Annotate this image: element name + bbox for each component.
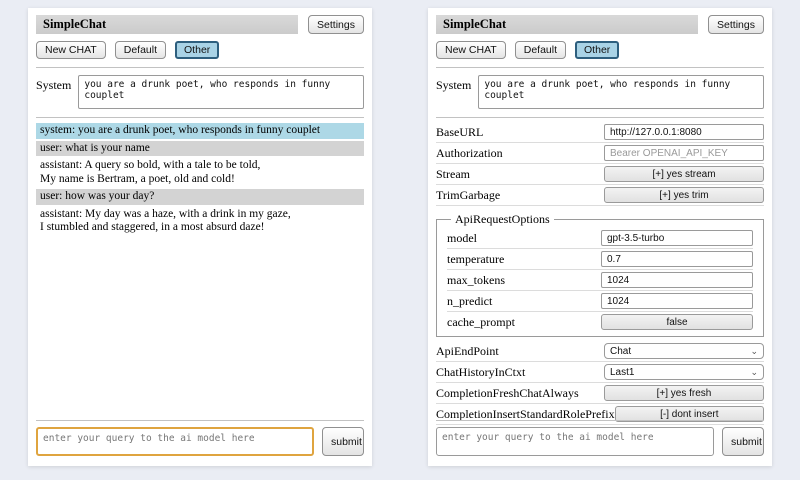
chat-message-list: system: you are a drunk poet, who respon… — [36, 123, 364, 418]
settings-row-temperature: temperature — [447, 249, 753, 270]
settings-row-baseurl: BaseURL — [436, 122, 764, 143]
app-title: SimpleChat — [436, 15, 699, 34]
query-input[interactable] — [436, 427, 714, 456]
panel-header: SimpleChat Settings — [436, 15, 764, 34]
stream-label: Stream — [436, 166, 470, 181]
app-title: SimpleChat — [36, 15, 299, 34]
settings-row-completioninsertstandardroleprefix: CompletionInsertStandardRolePrefix [-] d… — [436, 404, 764, 425]
divider — [36, 67, 364, 68]
session-tab-default[interactable]: Default — [114, 41, 167, 59]
authorization-input[interactable] — [604, 145, 764, 161]
model-input[interactable] — [601, 230, 753, 246]
chathistoryinctxt-select[interactable]: Last1 ⌄ — [604, 364, 764, 380]
apiendpoint-selected-value: Chat — [610, 345, 632, 357]
settings-panel: SimpleChat Settings New CHAT Default Oth… — [428, 8, 772, 466]
chat-message-user: user: how was your day? — [36, 189, 364, 205]
model-label: model — [447, 230, 477, 245]
settings-row-max-tokens: max_tokens — [447, 270, 753, 291]
chathistoryinctxt-selected-value: Last1 — [610, 366, 635, 378]
completionfreshchatalways-label: CompletionFreshChatAlways — [436, 385, 579, 400]
baseurl-label: BaseURL — [436, 124, 484, 139]
settings-row-apiendpoint: ApiEndPoint Chat ⌄ — [436, 341, 764, 362]
system-prompt-row: System you are a drunk poet, who respond… — [36, 75, 364, 109]
query-row: submit — [36, 427, 364, 456]
chat-message-assistant: assistant: My day was a haze, with a dri… — [40, 207, 291, 234]
api-request-options-legend: ApiRequestOptions — [455, 212, 550, 226]
settings-row-model: model — [447, 228, 753, 249]
new-chat-button[interactable]: New CHAT — [436, 41, 506, 59]
submit-button[interactable]: submit — [322, 427, 364, 456]
query-row: submit — [436, 427, 764, 456]
trimgarbage-toggle-button[interactable]: [+] yes trim — [604, 187, 764, 203]
chat-panel: SimpleChat Settings New CHAT Default Oth… — [28, 8, 372, 466]
completioninsertroleprefix-label: CompletionInsertStandardRolePrefix — [436, 406, 615, 421]
session-tab-other[interactable]: Other — [175, 41, 220, 59]
completionfreshchat-toggle-button[interactable]: [+] yes fresh — [604, 385, 764, 401]
settings-row-completionfreshchatalways: CompletionFreshChatAlways [+] yes fresh — [436, 383, 764, 404]
settings-row-cache-prompt: cache_prompt false — [447, 312, 753, 332]
system-prompt-input[interactable]: you are a drunk poet, who responds in fu… — [478, 75, 764, 109]
chathistoryinctxt-label: ChatHistoryInCtxt — [436, 364, 526, 379]
temperature-label: temperature — [447, 251, 505, 266]
system-prompt-label: System — [436, 78, 472, 92]
trimgarbage-label: TrimGarbage — [436, 187, 501, 202]
settings-row-trimgarbage: TrimGarbage [+] yes trim — [436, 185, 764, 206]
system-prompt-row: System you are a drunk poet, who respond… — [436, 75, 764, 109]
submit-button[interactable]: submit — [722, 427, 764, 456]
temperature-input[interactable] — [601, 251, 753, 267]
divider — [436, 420, 764, 421]
chat-message-assistant: assistant: A query so bold, with a tale … — [40, 159, 261, 185]
apiendpoint-label: ApiEndPoint — [436, 343, 499, 358]
cache-prompt-label: cache_prompt — [447, 314, 515, 329]
system-prompt-input[interactable]: you are a drunk poet, who responds in fu… — [78, 75, 364, 109]
session-toolbar: New CHAT Default Other — [436, 41, 764, 59]
divider — [436, 117, 764, 118]
chat-message-user: user: what is your name — [36, 140, 364, 156]
api-request-options-fieldset: ApiRequestOptions model temperature max_… — [436, 212, 764, 337]
query-input[interactable] — [36, 427, 314, 456]
divider — [36, 117, 364, 118]
divider — [36, 420, 364, 421]
baseurl-input[interactable] — [604, 124, 764, 140]
settings-button[interactable]: Settings — [308, 15, 364, 34]
max-tokens-label: max_tokens — [447, 272, 505, 287]
settings-button[interactable]: Settings — [708, 15, 764, 34]
settings-row-chathistoryinctxt: ChatHistoryInCtxt Last1 ⌄ — [436, 362, 764, 383]
settings-row-stream: Stream [+] yes stream — [436, 164, 764, 185]
cache-prompt-toggle-button[interactable]: false — [601, 314, 753, 330]
settings-row-n-predict: n_predict — [447, 291, 753, 312]
chevron-down-icon: ⌄ — [750, 345, 758, 356]
chat-message-system: system: you are a drunk poet, who respon… — [36, 123, 364, 139]
session-tab-other[interactable]: Other — [575, 41, 620, 59]
n-predict-input[interactable] — [601, 293, 753, 309]
new-chat-button[interactable]: New CHAT — [36, 41, 106, 59]
n-predict-label: n_predict — [447, 293, 493, 308]
divider — [436, 67, 764, 68]
panel-header: SimpleChat Settings — [36, 15, 364, 34]
chevron-down-icon: ⌄ — [750, 366, 758, 377]
settings-list: BaseURL Authorization Stream [+] yes str… — [436, 122, 764, 425]
session-toolbar: New CHAT Default Other — [36, 41, 364, 59]
session-tab-default[interactable]: Default — [514, 41, 567, 59]
system-prompt-label: System — [36, 78, 72, 92]
settings-row-authorization: Authorization — [436, 143, 764, 164]
stream-toggle-button[interactable]: [+] yes stream — [604, 166, 764, 182]
completioninsertroleprefix-toggle-button[interactable]: [-] dont insert — [614, 406, 764, 422]
apiendpoint-select[interactable]: Chat ⌄ — [604, 343, 764, 359]
max-tokens-input[interactable] — [601, 272, 753, 288]
authorization-label: Authorization — [436, 145, 503, 160]
